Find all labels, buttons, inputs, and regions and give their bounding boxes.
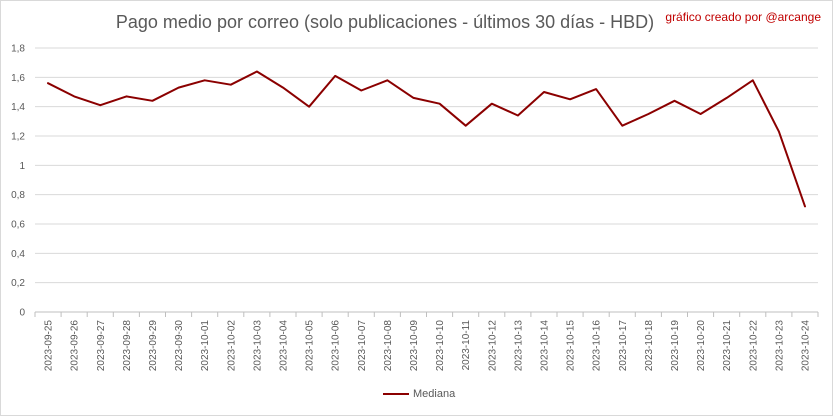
x-tick-label: 2023-10-03 [252, 320, 263, 372]
x-tick-label: 2023-09-27 [96, 320, 107, 372]
x-tick-label: 2023-10-11 [461, 320, 472, 371]
x-tick-label: 2023-10-05 [305, 320, 316, 372]
x-tick-label: 2023-10-06 [331, 320, 342, 372]
x-tick-label: 2023-10-22 [748, 320, 759, 372]
legend-swatch [383, 393, 409, 395]
y-tick-label: 0,6 [11, 220, 25, 231]
x-tick-label: 2023-10-13 [513, 320, 524, 372]
x-tick-label: 2023-10-14 [539, 320, 550, 372]
x-tick-label: 2023-10-08 [383, 320, 394, 372]
x-tick-label: 2023-10-18 [644, 320, 655, 372]
legend: Mediana [383, 388, 455, 400]
x-tick-label: 2023-09-28 [122, 320, 133, 372]
x-tick-label: 2023-09-30 [174, 320, 185, 372]
y-tick-label: 0,2 [11, 278, 25, 289]
x-tick-label: 2023-10-04 [278, 320, 289, 372]
x-tick-label: 2023-09-25 [44, 320, 55, 372]
series-line-mediana [47, 70, 806, 208]
chart-credit: gráfico creado por @arcange [665, 10, 821, 24]
x-tick-label: 2023-10-01 [200, 320, 211, 372]
y-tick-label: 1,2 [11, 132, 25, 143]
x-tick-label: 2023-10-07 [357, 320, 368, 372]
x-tick-label: 2023-10-19 [670, 320, 681, 372]
x-tick-label: 2023-10-09 [409, 320, 420, 372]
y-tick-label: 0 [19, 308, 25, 319]
y-tick-label: 0,8 [11, 190, 25, 201]
x-tick-label: 2023-10-23 [774, 320, 785, 372]
y-tick-label: 1,6 [11, 73, 25, 84]
y-tick-label: 1 [19, 161, 25, 172]
legend-label: Mediana [413, 388, 456, 400]
x-tick-label: 2023-10-16 [592, 320, 603, 372]
x-tick-label: 2023-10-15 [566, 320, 577, 372]
chart-title: Pago medio por correo (solo publicacione… [115, 12, 655, 32]
x-tick-label: 2023-09-26 [70, 320, 81, 372]
x-tick-label: 2023-09-29 [148, 320, 159, 372]
x-tick-label: 2023-10-02 [226, 320, 237, 372]
x-tick-label: 2023-10-21 [722, 320, 733, 372]
y-tick-label: 0,4 [11, 249, 25, 260]
x-tick-label: 2023-10-12 [487, 320, 498, 372]
x-tick-label: 2023-10-17 [618, 320, 629, 372]
x-tick-label: 2023-10-10 [435, 320, 446, 372]
y-tick-label: 1,4 [11, 102, 25, 113]
y-tick-label: 1,8 [11, 44, 25, 55]
x-tick-label: 2023-10-20 [696, 320, 707, 372]
x-tick-label: 2023-10-24 [800, 320, 811, 372]
